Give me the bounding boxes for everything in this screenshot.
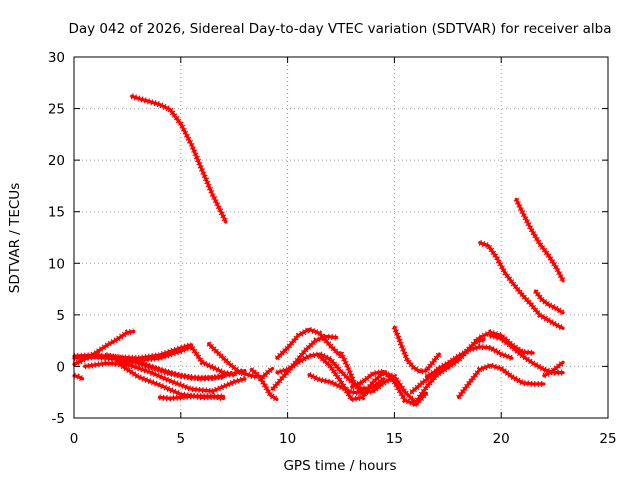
x-tick-label: 0 bbox=[70, 431, 79, 447]
series-markers bbox=[130, 93, 229, 224]
y-tick-label: 0 bbox=[56, 359, 65, 375]
series-markers bbox=[159, 393, 225, 402]
series-line bbox=[271, 334, 339, 391]
series-markers bbox=[338, 351, 363, 394]
series-arc-4 bbox=[533, 289, 565, 316]
x-tick-label: 15 bbox=[386, 431, 403, 447]
series-markers bbox=[257, 366, 275, 382]
series-arc-15 bbox=[257, 366, 275, 382]
y-tick-label: 25 bbox=[48, 102, 65, 118]
series-line bbox=[275, 352, 386, 391]
series-markers bbox=[84, 360, 246, 395]
y-tick-label: -5 bbox=[52, 411, 65, 427]
series-markers bbox=[391, 326, 442, 375]
y-tick-label: 20 bbox=[48, 153, 65, 169]
series-arc-22 bbox=[350, 368, 429, 409]
chart-title: Day 042 of 2026, Sidereal Day-to-day VTE… bbox=[68, 21, 611, 37]
series-markers bbox=[489, 332, 564, 376]
series-markers bbox=[350, 368, 429, 409]
y-tick-label: 30 bbox=[48, 50, 65, 66]
series-arc-16 bbox=[274, 325, 344, 361]
series-markers bbox=[435, 343, 513, 373]
x-tick-label: 25 bbox=[599, 431, 616, 447]
series-line bbox=[478, 241, 565, 330]
x-tick-label: 5 bbox=[177, 431, 186, 447]
series-arc-30 bbox=[72, 372, 85, 382]
series-line bbox=[392, 325, 441, 374]
y-tick-label: 15 bbox=[48, 205, 65, 221]
series-arc-27 bbox=[456, 362, 546, 400]
series-markers bbox=[533, 289, 565, 316]
series-arc-2 bbox=[478, 239, 565, 331]
x-tick-label: 20 bbox=[493, 431, 510, 447]
series-line bbox=[307, 373, 396, 395]
series-line bbox=[275, 327, 343, 360]
series-arc-29 bbox=[542, 359, 565, 379]
series-markers bbox=[115, 359, 224, 401]
grid-lines bbox=[74, 57, 608, 418]
y-tick-label: 5 bbox=[56, 308, 65, 324]
series-markers bbox=[542, 359, 565, 379]
series-arc-26 bbox=[435, 343, 514, 373]
series-markers bbox=[249, 367, 279, 402]
x-tick-label: 10 bbox=[279, 431, 296, 447]
series-arc-18 bbox=[275, 350, 386, 393]
series-arc-20 bbox=[338, 351, 363, 394]
series-arc-8 bbox=[83, 360, 247, 395]
data-traces bbox=[72, 93, 566, 409]
series-line bbox=[130, 94, 228, 224]
y-tick-label: 10 bbox=[48, 256, 65, 272]
series-line bbox=[514, 197, 565, 283]
x-axis-label: GPS time / hours bbox=[283, 458, 396, 474]
series-arc-11 bbox=[157, 393, 226, 402]
series-arc-17 bbox=[270, 333, 339, 392]
series-markers bbox=[116, 343, 235, 378]
series-markers bbox=[206, 341, 257, 380]
series-arc-1 bbox=[130, 93, 229, 224]
y-axis-label: SDTVAR / TECUs bbox=[7, 183, 23, 293]
plot-frame bbox=[73, 56, 609, 419]
series-arc-19 bbox=[307, 371, 396, 397]
axis-ticks: 0 5 10 15 20 25 -5 0 5 10 15 20 25 30 bbox=[48, 50, 617, 447]
series-line bbox=[456, 363, 546, 399]
series-markers bbox=[72, 328, 135, 368]
series-arc-14 bbox=[249, 367, 279, 402]
series-arc-23 bbox=[391, 325, 442, 375]
series-markers bbox=[73, 372, 84, 382]
series-markers bbox=[478, 239, 565, 331]
series-arc-12 bbox=[115, 343, 236, 378]
series-arc-13 bbox=[206, 341, 258, 380]
series-arc-3 bbox=[513, 197, 566, 283]
